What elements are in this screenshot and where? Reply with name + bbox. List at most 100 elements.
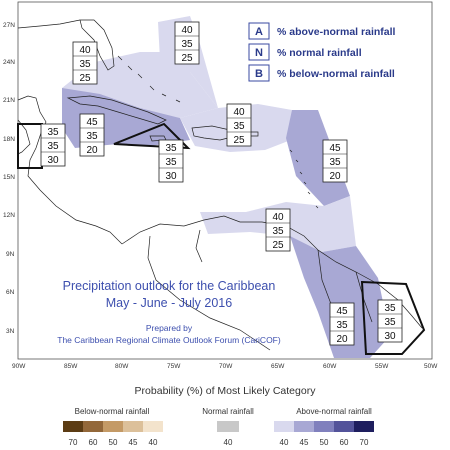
prob-box-guyana: 45 35 20 bbox=[329, 302, 355, 346]
normal-swatches: 40 bbox=[217, 421, 239, 447]
above-value: 35 bbox=[165, 143, 177, 154]
prob-box-belize: 35 35 30 bbox=[40, 123, 66, 167]
below-value: 25 bbox=[272, 240, 284, 251]
scale-value: 60 bbox=[340, 438, 349, 447]
outline-belize bbox=[17, 123, 43, 169]
swatch-below-60 bbox=[83, 421, 103, 432]
key-letter: B bbox=[255, 68, 263, 80]
lat-label: 27N bbox=[3, 22, 15, 29]
scale-value: 45 bbox=[300, 438, 309, 447]
swatch-above-50 bbox=[314, 421, 334, 432]
prob-box-hispaniola: 40 35 25 bbox=[226, 103, 252, 147]
lat-label: 18N bbox=[3, 136, 15, 143]
scale-value: 60 bbox=[89, 438, 98, 447]
category-key: A % above-normal rainfall N % normal rai… bbox=[248, 22, 396, 82]
swatch-normal-40 bbox=[217, 421, 239, 432]
below-swatches: 70 60 50 45 40 bbox=[63, 421, 163, 447]
lat-label: 21N bbox=[3, 97, 15, 104]
key-letter: A bbox=[255, 26, 263, 38]
lon-label: 85W bbox=[64, 363, 78, 370]
prob-box-lesser-antilles: 45 35 20 bbox=[322, 139, 348, 183]
prob-box-bahamas: 40 35 25 bbox=[72, 41, 98, 85]
lon-label: 65W bbox=[271, 363, 285, 370]
prob-box-suriname: 35 35 30 bbox=[377, 299, 403, 343]
scale-value: 40 bbox=[280, 438, 289, 447]
below-value: 20 bbox=[86, 145, 98, 156]
lon-label: 60W bbox=[323, 363, 337, 370]
normal-value: 35 bbox=[384, 317, 396, 328]
normal-value: 35 bbox=[336, 320, 348, 331]
key-description: % normal rainfall bbox=[277, 47, 362, 59]
above-value: 45 bbox=[86, 117, 98, 128]
key-description: % below-normal rainfall bbox=[277, 68, 395, 80]
scale-title: Probability (%) of Most Likely Category bbox=[135, 385, 317, 397]
swatch-below-45 bbox=[123, 421, 143, 432]
normal-value: 35 bbox=[79, 59, 91, 70]
above-value: 40 bbox=[272, 212, 284, 223]
prob-box-jamaica: 35 35 30 bbox=[158, 139, 184, 183]
lon-label: 80W bbox=[115, 363, 129, 370]
normal-scale-label: Normal rainfall bbox=[202, 407, 254, 416]
above-value: 35 bbox=[384, 303, 396, 314]
normal-value: 35 bbox=[181, 39, 193, 50]
scale-value: 50 bbox=[320, 438, 329, 447]
lat-label: 3N bbox=[6, 328, 15, 335]
coastlines bbox=[17, 19, 423, 351]
prepared-by-org: The Caribbean Regional Climate Outlook F… bbox=[57, 335, 281, 345]
lat-label: 6N bbox=[6, 289, 15, 296]
scale-value: 70 bbox=[69, 438, 78, 447]
swatch-above-45 bbox=[294, 421, 314, 432]
above-scale-label: Above-normal rainfall bbox=[296, 407, 372, 416]
prob-box-atlantic: 40 35 25 bbox=[174, 21, 200, 65]
lat-label: 24N bbox=[3, 59, 15, 66]
map-title: Precipitation outlook for the Caribbean bbox=[63, 279, 276, 293]
above-value: 40 bbox=[181, 25, 193, 36]
below-value: 25 bbox=[79, 73, 91, 84]
prob-box-cuba: 45 35 20 bbox=[79, 113, 105, 157]
lat-label: 12N bbox=[3, 212, 15, 219]
lon-label: 70W bbox=[219, 363, 233, 370]
normal-value: 35 bbox=[272, 226, 284, 237]
prob-box-trinidad: 40 35 25 bbox=[265, 208, 291, 252]
scale-value: 45 bbox=[129, 438, 138, 447]
below-value: 25 bbox=[181, 53, 193, 64]
above-value: 45 bbox=[336, 306, 348, 317]
outline-jamaica bbox=[113, 122, 191, 150]
below-value: 20 bbox=[329, 171, 341, 182]
map-period: May - June - July 2016 bbox=[106, 296, 232, 310]
lon-label: 50W bbox=[424, 363, 438, 370]
normal-value: 35 bbox=[233, 121, 245, 132]
outlined-areas bbox=[17, 122, 426, 355]
below-scale-label: Below-normal rainfall bbox=[75, 407, 150, 416]
swatch-above-70 bbox=[354, 421, 374, 432]
below-value: 30 bbox=[47, 155, 59, 166]
above-swatches: 40 45 50 60 70 bbox=[274, 421, 374, 447]
outline-suriname bbox=[360, 280, 426, 355]
normal-value: 35 bbox=[86, 131, 98, 142]
normal-value: 35 bbox=[329, 157, 341, 168]
swatch-below-70 bbox=[63, 421, 83, 432]
normal-value: 35 bbox=[165, 157, 177, 168]
lon-label: 90W bbox=[12, 363, 26, 370]
scale-value: 70 bbox=[360, 438, 369, 447]
lon-label: 55W bbox=[375, 363, 389, 370]
swatch-below-40 bbox=[143, 421, 163, 432]
scale-value: 40 bbox=[149, 438, 158, 447]
above-value: 45 bbox=[329, 143, 341, 154]
below-value: 30 bbox=[165, 171, 177, 182]
swatch-above-40 bbox=[274, 421, 294, 432]
normal-value: 35 bbox=[47, 141, 59, 152]
below-value: 30 bbox=[384, 331, 396, 342]
swatch-above-60 bbox=[334, 421, 354, 432]
scale-value: 50 bbox=[109, 438, 118, 447]
prepared-by: Prepared by bbox=[146, 323, 193, 333]
below-value: 25 bbox=[233, 135, 245, 146]
lat-axis: 27N 24N 21N 18N 15N 12N 9N 6N 3N bbox=[3, 22, 15, 335]
above-value: 40 bbox=[79, 45, 91, 56]
above-value: 40 bbox=[233, 107, 245, 118]
lon-axis: 90W 85W 80W 75W 70W 65W 60W 55W 50W bbox=[12, 363, 438, 370]
swatch-below-50 bbox=[103, 421, 123, 432]
below-value: 20 bbox=[336, 334, 348, 345]
lat-label: 15N bbox=[3, 174, 15, 181]
